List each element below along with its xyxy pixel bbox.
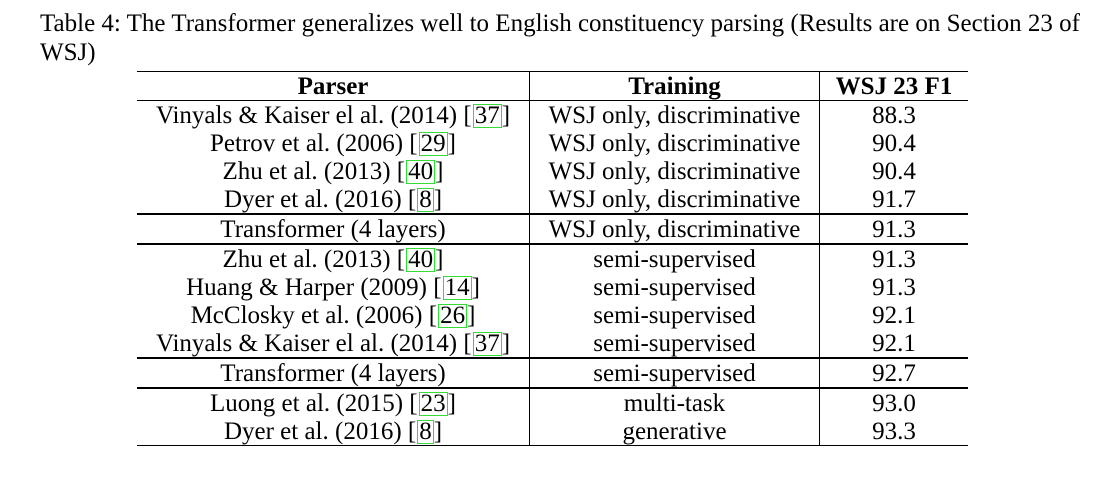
f1-cell: 91.3 [819,243,968,273]
parser-cell: Petrov et al. (2006) [29] [137,129,530,157]
f1-cell: 90.4 [872,129,916,157]
parser-name: Vinyals & Kaiser el al. (2014) [155,101,458,129]
citation-link[interactable]: 8 [417,417,434,445]
parser-name: Zhu et al. (2013) [222,157,391,185]
citation-link[interactable]: 8 [417,185,434,213]
table-row: Luong et al. (2015) [23] multi-task 93.0 [137,387,968,417]
table-row: Vinyals & Kaiser el al. (2014) [37] semi… [137,329,968,358]
f1-cell: 91.7 [872,185,916,213]
f1-cell: 93.3 [819,417,968,446]
header-f1: WSJ 23 F1 [819,71,968,101]
parser-cell: Dyer et al. (2016) [8] [137,417,530,446]
parser-cell: Vinyals & Kaiser el al. (2014) [37] [137,329,530,358]
f1-cell: 92.7 [819,357,968,388]
parser-name: McClosky et al. (2006) [190,301,423,329]
training-cell: semi-supervised [529,243,820,273]
f1-cell: 92.1 [872,301,916,329]
parser-cell: Dyer et al. (2016) [8] [137,185,530,214]
parser-name: Vinyals & Kaiser el al. (2014) [155,329,458,357]
table-row: McClosky et al. (2006) [26] semi-supervi… [137,301,968,329]
parser-cell: Transformer (4 layers) [137,213,530,244]
f1-cell: 88.3 [872,101,916,129]
parser-name: Huang & Harper (2009) [186,273,427,301]
f1-cell: 91.3 [819,213,968,244]
citation-link[interactable]: 37 [472,101,502,129]
f1-cell: 93.0 [819,387,968,417]
training-cell: WSJ only, discriminative [529,100,820,129]
citation-link[interactable]: 29 [418,129,448,157]
f1-cell: 91.3 [872,273,916,301]
citation-link[interactable]: 40 [406,245,436,273]
citation-link[interactable]: 37 [472,329,502,357]
parser-name: Petrov et al. (2006) [210,129,404,157]
header-row: Parser Training WSJ 23 F1 [137,71,968,101]
parser-cell: McClosky et al. (2006) [26] [137,301,530,329]
parser-cell: Vinyals & Kaiser el al. (2014) [37] [137,100,530,129]
parser-cell: Transformer (4 layers) [137,357,530,388]
table-row: Zhu et al. (2013) [40] semi-supervised 9… [137,243,968,273]
header-parser: Parser [137,71,530,101]
parser-name: Dyer et al. (2016) [223,185,402,213]
table-row-transformer: Transformer (4 layers) semi-supervised 9… [137,357,968,388]
training-cell: multi-task [529,387,820,417]
parser-cell: Luong et al. (2015) [23] [137,387,530,417]
training-cell: semi-supervised [529,357,820,388]
table-row: Dyer et al. (2016) [8] generative 93.3 [137,417,968,446]
table-caption: Table 4: The Transformer generalizes wel… [40,10,1080,66]
parser-name: Zhu et al. (2013) [222,245,391,273]
table-row: Petrov et al. (2006) [29] WSJ only, disc… [137,129,968,157]
table-row: Vinyals & Kaiser el al. (2014) [37] WSJ … [137,100,968,129]
citation-link[interactable]: 23 [418,389,448,417]
header-training: Training [529,71,820,101]
training-cell: semi-supervised [529,329,820,358]
citation-link[interactable]: 26 [438,301,468,329]
training-cell: semi-supervised [529,273,820,301]
training-cell: semi-supervised [529,301,820,329]
parser-name: Luong et al. (2015) [210,389,404,417]
training-cell: WSJ only, discriminative [529,185,820,214]
training-cell: WSJ only, discriminative [529,129,820,157]
table-row-transformer: Transformer (4 layers) WSJ only, discrim… [137,213,968,244]
training-cell: WSJ only, discriminative [529,213,820,244]
table-row: Zhu et al. (2013) [40] WSJ only, discrim… [137,157,968,185]
f1-cell: 90.4 [872,157,916,185]
parser-cell: Huang & Harper (2009) [14] [137,273,530,301]
parser-name: Dyer et al. (2016) [223,417,402,445]
table-row: Dyer et al. (2016) [8] WSJ only, discrim… [137,185,968,214]
citation-link[interactable]: 40 [406,157,436,185]
training-cell: WSJ only, discriminative [529,157,820,185]
f1-cell: 92.1 [872,329,916,357]
table-row: Huang & Harper (2009) [14] semi-supervis… [137,273,968,301]
citation-link[interactable]: 14 [442,273,472,301]
training-cell: generative [529,417,820,446]
parser-cell: Zhu et al. (2013) [40] [137,157,530,185]
parser-cell: Zhu et al. (2013) [40] [137,243,530,273]
results-table: Parser Training WSJ 23 F1 Vinyals & Kais… [137,71,968,446]
